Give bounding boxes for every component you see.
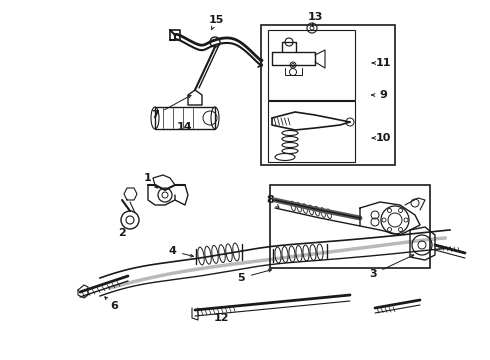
Bar	[261, 25, 395, 165]
Text: 2: 2	[118, 228, 126, 238]
Text: 12: 12	[213, 313, 229, 323]
Text: 10: 10	[375, 133, 391, 143]
Text: 7: 7	[151, 110, 159, 120]
Text: 9: 9	[379, 90, 387, 100]
Text: 5: 5	[237, 273, 245, 283]
Text: 6: 6	[110, 301, 118, 311]
Text: 3: 3	[369, 269, 377, 279]
Text: 13: 13	[307, 12, 323, 22]
Text: 11: 11	[375, 58, 391, 68]
Bar	[155, 107, 215, 129]
Bar	[268, 30, 355, 100]
Text: 1: 1	[144, 173, 152, 183]
Bar	[268, 101, 355, 162]
Text: 4: 4	[168, 246, 176, 256]
Bar	[270, 185, 430, 268]
Text: 8: 8	[266, 195, 274, 205]
Text: 14: 14	[176, 122, 192, 132]
Text: 15: 15	[208, 15, 224, 25]
